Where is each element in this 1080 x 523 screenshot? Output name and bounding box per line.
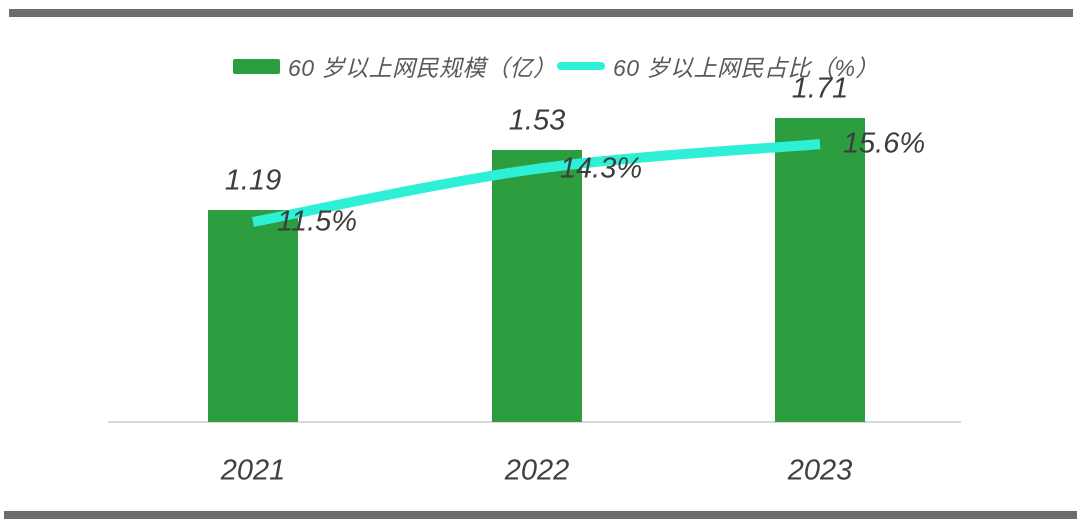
x-axis-tick-label: 2022 [504, 454, 570, 487]
bar-2023 [775, 117, 865, 422]
x-axis-tick-label: 2023 [787, 454, 853, 487]
bar-2021 [208, 210, 298, 422]
legend-label-netizen-share: 60 岁以上网民占比（%） [613, 55, 879, 81]
legend-label-netizen-size: 60 岁以上网民规模（亿） [288, 55, 557, 81]
x-axis-line [108, 421, 961, 423]
bar-2022 [492, 149, 582, 422]
bar-series-swatch-icon [233, 58, 280, 74]
line-series-swatch-icon [557, 62, 605, 70]
bar-value-label: 1.71 [791, 72, 849, 105]
legend-item-netizen-share: 60 岁以上网民占比（%） [557, 49, 879, 83]
line-value-label: 15.6% [842, 127, 926, 160]
x-axis-tick-label: 2021 [220, 454, 286, 487]
top-divider-bar [9, 9, 1073, 17]
bar-value-label: 1.53 [508, 104, 566, 137]
line-value-label: 11.5% [276, 205, 358, 238]
bar-value-label: 1.19 [224, 164, 282, 197]
line-value-label: 14.3% [559, 152, 643, 185]
legend-item-netizen-size: 60 岁以上网民规模（亿） [233, 49, 556, 83]
bottom-divider-bar [4, 511, 1077, 519]
